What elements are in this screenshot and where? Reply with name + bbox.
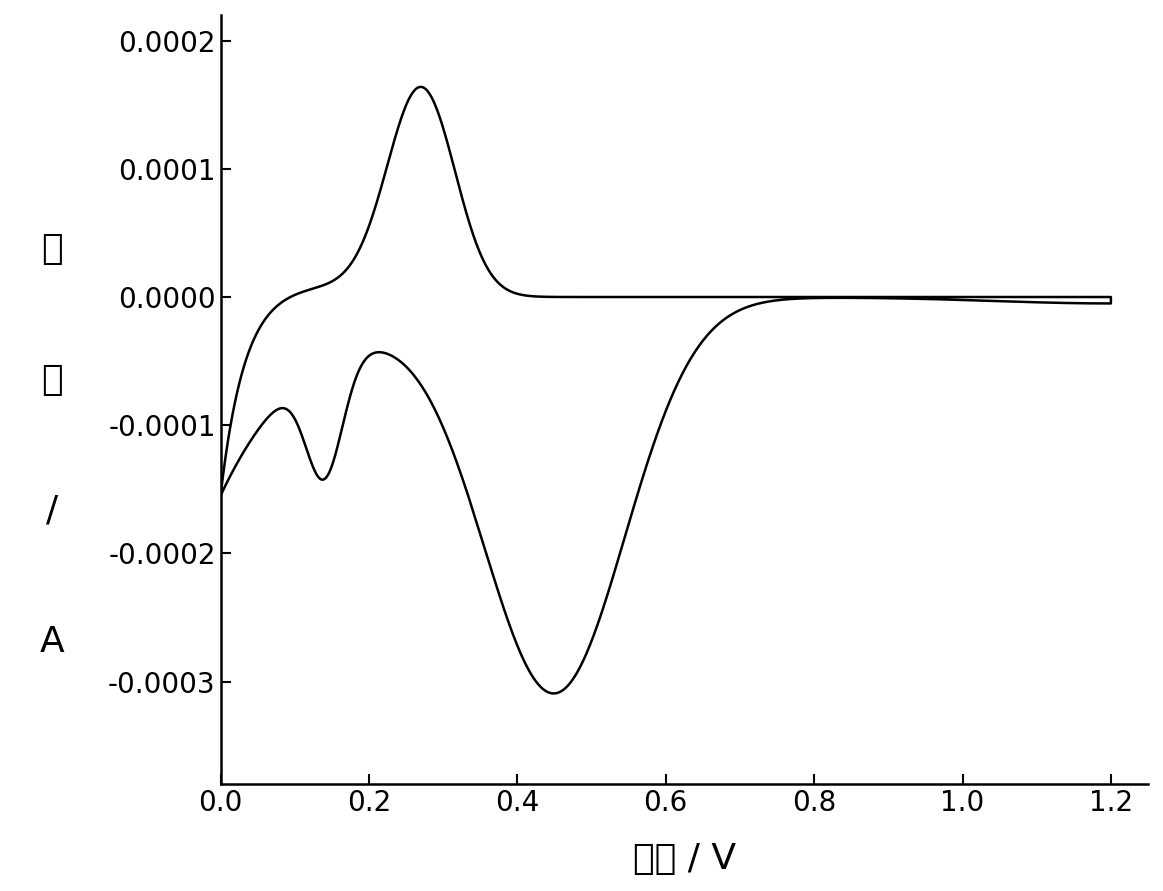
Text: A: A	[40, 625, 65, 658]
X-axis label: 电压 / V: 电压 / V	[633, 842, 736, 876]
Text: 流: 流	[42, 364, 63, 397]
Text: 电: 电	[42, 233, 63, 266]
Text: /: /	[47, 494, 58, 527]
